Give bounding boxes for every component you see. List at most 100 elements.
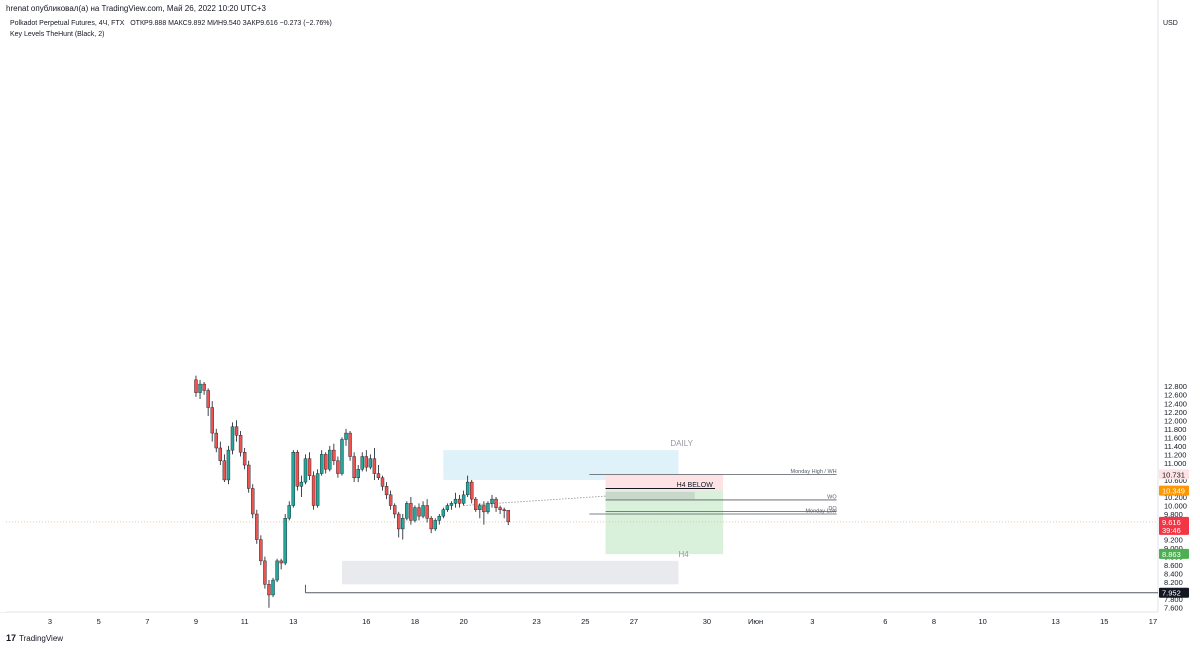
y-tick-label: 8.600 <box>1164 561 1183 570</box>
candle-body <box>234 426 239 436</box>
candle-body <box>226 449 231 481</box>
x-tick-label: 10 <box>978 617 986 626</box>
candle-body <box>376 473 381 479</box>
price-tag <box>1159 516 1189 535</box>
candle-body <box>295 452 300 487</box>
candle-body <box>246 464 251 489</box>
y-tick-label: 12.400 <box>1164 399 1187 408</box>
trendline <box>463 495 606 506</box>
x-tick-label: 20 <box>459 617 467 626</box>
price-tag-value: 9.616 <box>1162 518 1181 527</box>
x-tick-label: 11 <box>241 617 249 626</box>
level-label: Monday High / WH <box>791 469 837 475</box>
x-tick-label: 5 <box>97 617 101 626</box>
candle-body <box>392 505 397 515</box>
candle-body <box>506 510 510 523</box>
y-tick-label: 9.000 <box>1164 544 1183 553</box>
x-tick-label: 30 <box>703 617 711 626</box>
x-tick-label: 27 <box>630 617 638 626</box>
candle-body <box>417 507 421 517</box>
indicator-label: Key Levels TheHunt (Black, 2) <box>10 31 105 38</box>
y-tick-label: 8.200 <box>1164 578 1183 587</box>
symbol-name: Polkadot Perpetual Futures, 4Ч, FTX <box>10 20 125 27</box>
y-tick-label: 11.200 <box>1164 450 1186 459</box>
candle-body <box>401 518 405 530</box>
candle-body <box>486 503 490 513</box>
candle-body <box>206 390 210 408</box>
y-tick-label: 12.200 <box>1164 408 1187 417</box>
x-tick-label: 7 <box>145 617 149 626</box>
candle-body <box>218 447 223 461</box>
candle-body <box>502 509 506 511</box>
x-tick-label: Июн <box>748 617 763 626</box>
x-tick-label: 13 <box>1051 617 1059 626</box>
candle-body <box>453 498 458 504</box>
y-tick-label: 10.000 <box>1164 502 1187 511</box>
y-tick-label: 12.600 <box>1164 391 1187 400</box>
tradingview-logo-icon: 17 <box>6 633 17 643</box>
zone-box <box>605 474 724 491</box>
candle-body <box>332 449 336 461</box>
x-tick-label: 6 <box>883 617 887 626</box>
candle-body <box>388 494 393 506</box>
level-label: WO <box>827 494 837 500</box>
y-tick-label: 7.800 <box>1164 595 1183 604</box>
candle-body <box>202 383 206 391</box>
y-tick-label: 11.000 <box>1164 459 1186 468</box>
candle-body <box>498 507 502 510</box>
x-tick-label: 25 <box>581 617 589 626</box>
x-tick-label: 3 <box>48 617 52 626</box>
candle-body <box>263 560 267 585</box>
candle-body <box>437 515 441 521</box>
zone-box <box>605 490 724 555</box>
candle-body <box>242 452 247 466</box>
zone-label: H4 <box>679 550 690 559</box>
brand-label: TradingView <box>19 633 64 643</box>
candle-body <box>319 454 324 474</box>
candle-body <box>291 452 295 506</box>
candle-body <box>324 454 328 470</box>
price-tag <box>1159 469 1189 480</box>
candle-body <box>348 432 352 457</box>
candle-body <box>490 498 494 504</box>
candle-body <box>210 407 214 434</box>
candle-body <box>457 498 462 504</box>
level-label: DO <box>828 506 837 512</box>
footer: 17 TradingView <box>6 633 63 643</box>
x-tick-label: 9 <box>194 617 198 626</box>
candle-body <box>303 458 308 483</box>
price-tag <box>1159 587 1189 598</box>
symbol-info: Polkadot Perpetual Futures, 4Ч, FTX ОТКР… <box>10 20 332 27</box>
candle-body <box>198 383 202 393</box>
x-tick-label: 13 <box>289 617 297 626</box>
candle-body <box>352 456 356 479</box>
candle-body <box>238 435 243 453</box>
left-margin <box>0 0 6 612</box>
candle-body <box>344 432 348 440</box>
x-tick-label: 16 <box>362 617 370 626</box>
candle-body <box>356 469 360 479</box>
candle-body <box>315 473 320 506</box>
candle-body <box>283 518 287 564</box>
candle-body <box>251 488 255 515</box>
x-tick-label: 18 <box>411 617 419 626</box>
candle-body <box>222 460 227 481</box>
price-tag-value: 10.731 <box>1162 470 1185 479</box>
candle-body <box>433 520 437 530</box>
y-tick-label: 10.200 <box>1164 493 1187 502</box>
candle-body <box>449 503 454 506</box>
candle-body <box>230 426 235 451</box>
x-tick-label: 17 <box>1149 617 1157 626</box>
candle-body <box>368 458 373 468</box>
candle-body <box>255 513 259 540</box>
y-tick-label: 12.800 <box>1164 382 1187 391</box>
publish-line: hrenat опубликовал(а) на TradingView.com… <box>6 4 266 13</box>
candle-body <box>384 486 389 496</box>
candle-body <box>275 560 279 581</box>
candle-body <box>311 475 316 506</box>
candle-body <box>340 439 344 474</box>
y-tick-label: 7.600 <box>1164 604 1183 613</box>
candle-body <box>494 498 498 508</box>
candle-body <box>405 503 409 519</box>
